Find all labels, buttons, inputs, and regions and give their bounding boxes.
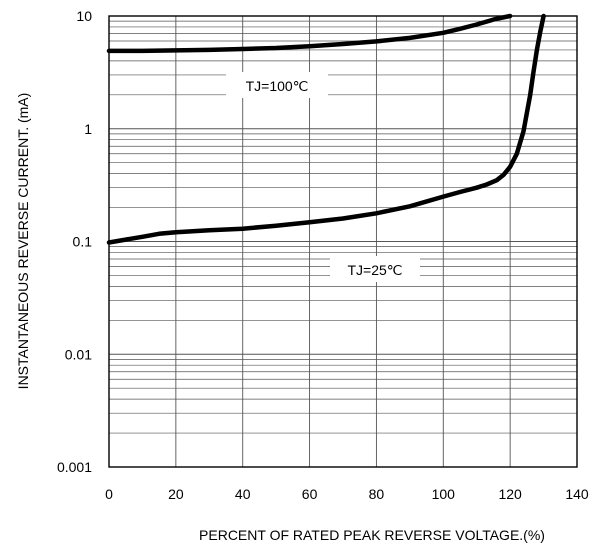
- annotation-tj25-label: TJ=25℃: [347, 262, 402, 278]
- series-lines: [106, 13, 546, 245]
- annotation-tj100: TJ=100℃: [226, 72, 328, 98]
- x-tick-label: 0: [105, 486, 113, 502]
- annotation-tj25: TJ=25℃: [330, 256, 420, 282]
- y-tick-label: 0.1: [73, 234, 93, 250]
- x-tick-label: 60: [302, 486, 318, 502]
- x-tick-label: 80: [369, 486, 385, 502]
- tick-labels: 0 20 40 60 80 100 120 140 0.001 0.01 0.1 1 10: [57, 8, 589, 502]
- y-tick-label: 10: [76, 8, 92, 24]
- plot-frame: [108, 15, 578, 468]
- y-tick-label: 0.01: [65, 346, 92, 362]
- x-tick-label: 20: [168, 486, 184, 502]
- annotation-tj25-background: [330, 256, 420, 282]
- x-tick-label: 120: [498, 486, 522, 502]
- annotation-tj100-label: TJ=100℃: [246, 78, 309, 94]
- y-axis-title: INSTANTANEOUS REVERSE CURRENT. (mA): [15, 93, 31, 390]
- x-axis-title: PERCENT OF RATED PEAK REVERSE VOLTAGE.(%…: [199, 527, 545, 543]
- x-tick-label: 100: [432, 486, 456, 502]
- x-tick-label: 140: [565, 486, 589, 502]
- y-tick-label: 0.001: [57, 459, 92, 475]
- x-tick-label: 40: [235, 486, 251, 502]
- series-tj100-line: [106, 13, 513, 54]
- annotation-tj100-background: [226, 72, 328, 98]
- y-tick-label: 1: [84, 121, 92, 137]
- series-tj25-line: [106, 13, 546, 245]
